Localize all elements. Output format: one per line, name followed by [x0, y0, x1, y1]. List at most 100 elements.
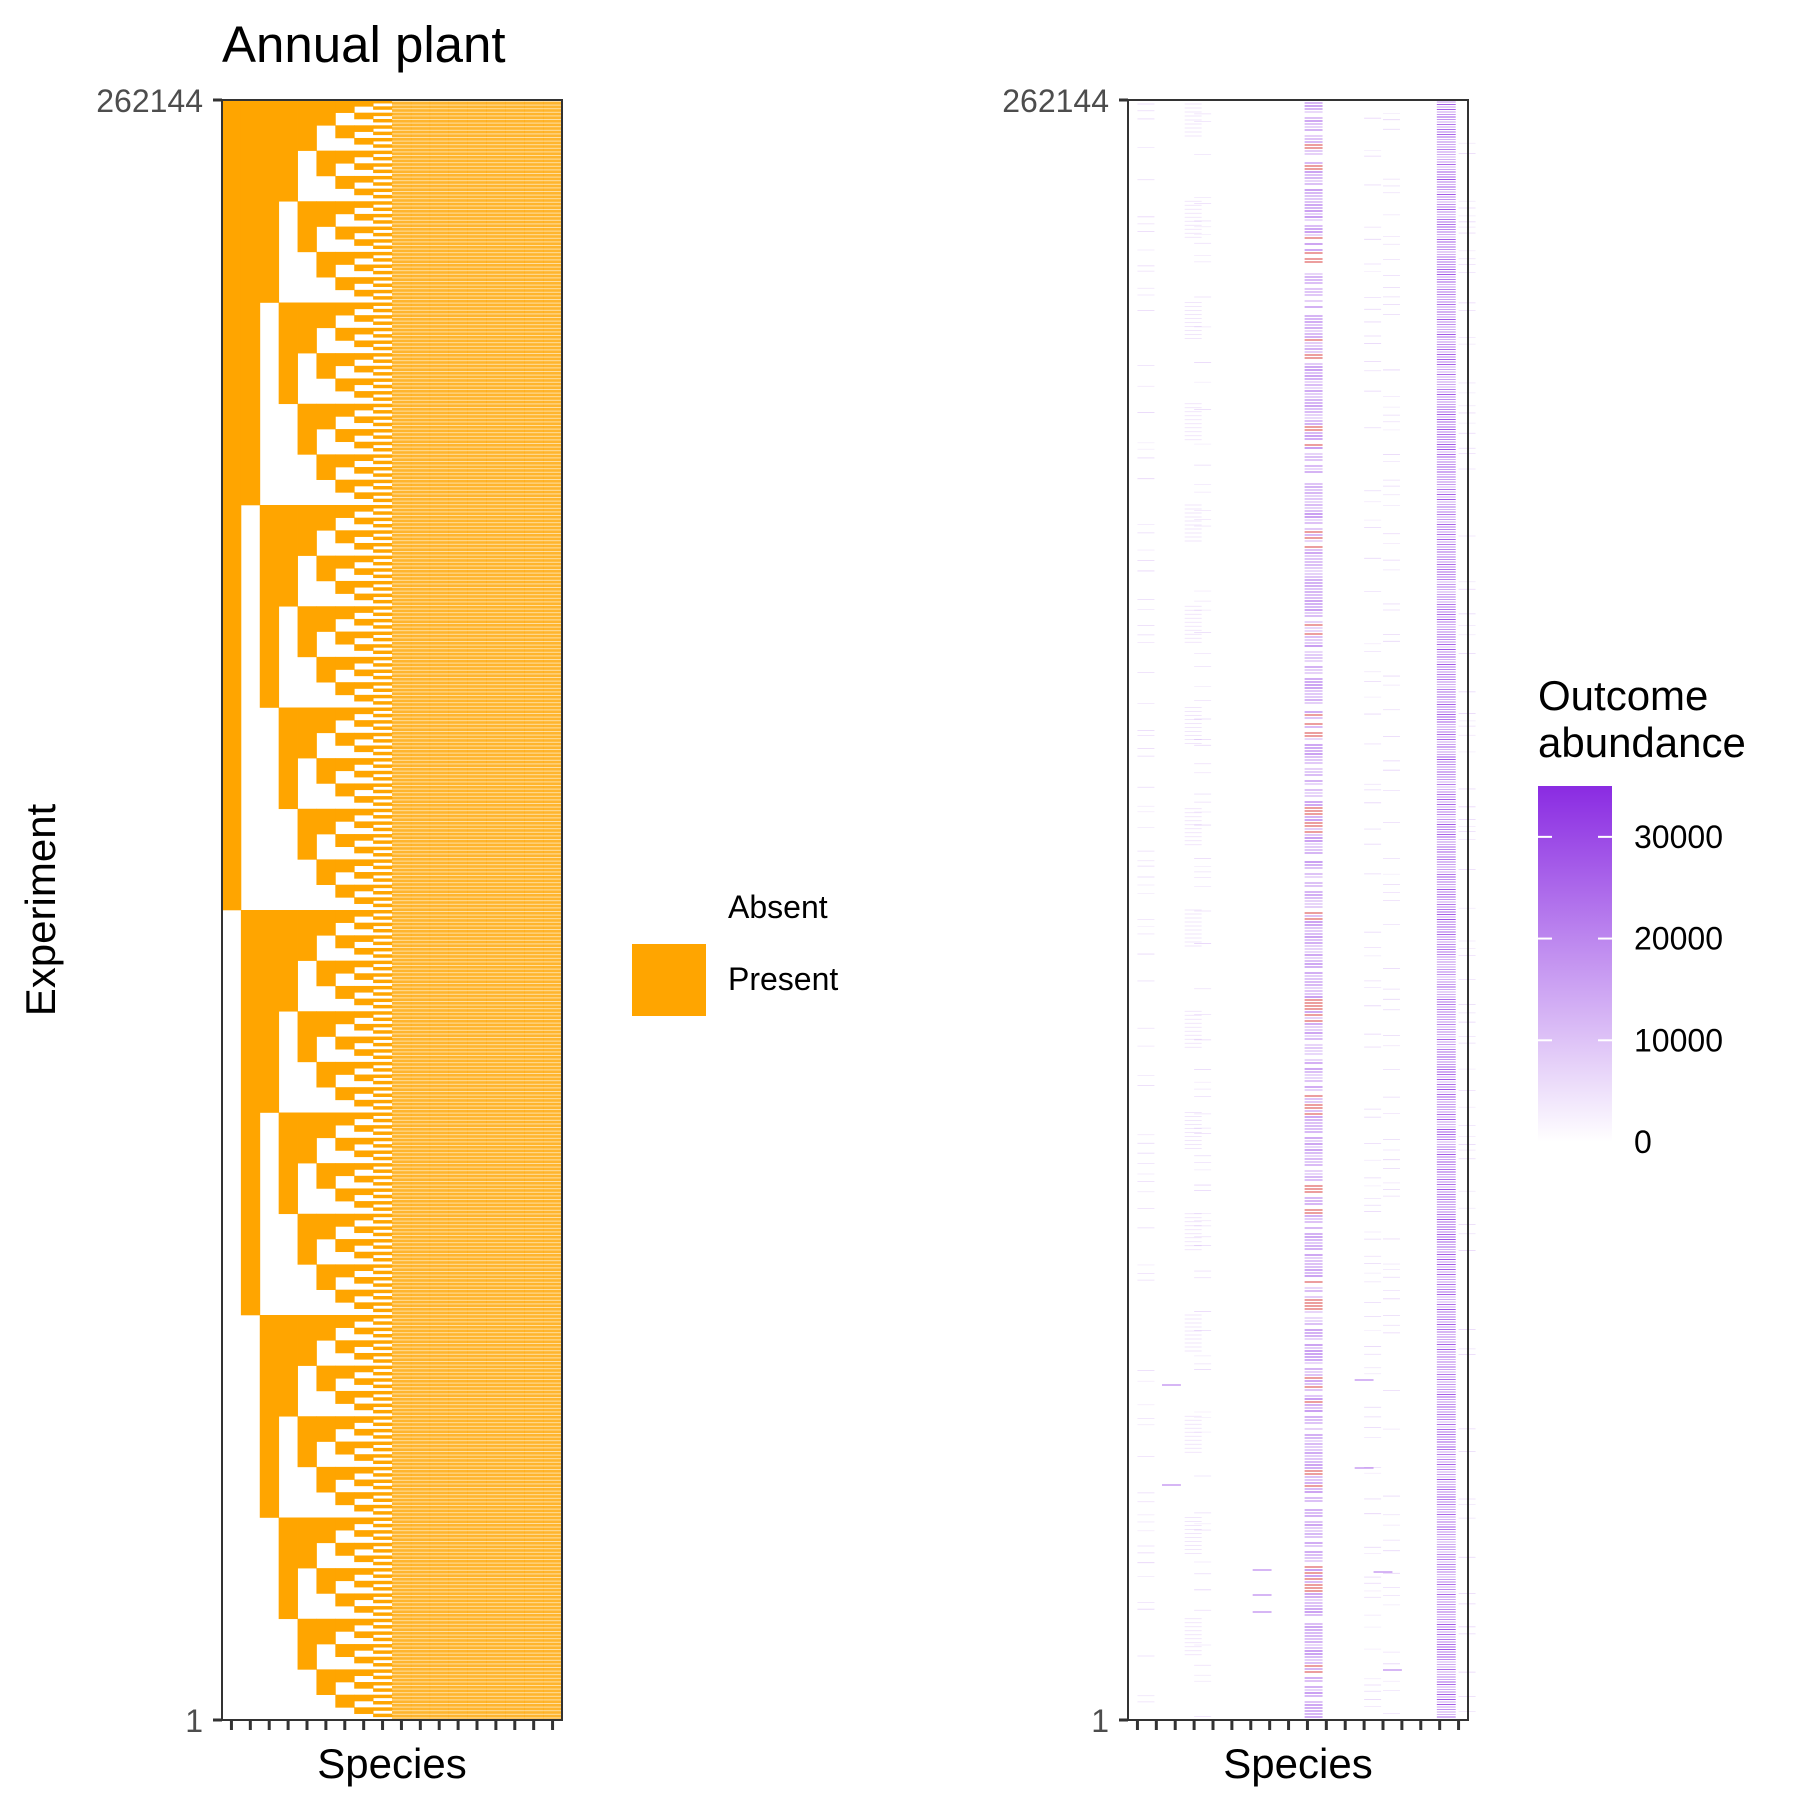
presence-gap-line: [543, 904, 562, 905]
presence-gap-line: [524, 389, 543, 390]
presence-gap-line: [430, 519, 449, 520]
presence-cell: [335, 1037, 354, 1050]
presence-gap-line: [449, 1077, 468, 1078]
presence-gap-line: [430, 936, 449, 937]
presence-gap-line: [430, 695, 449, 696]
presence-gap-line: [543, 717, 562, 718]
presence-gap-line: [486, 1566, 505, 1567]
presence-gap-line: [392, 677, 411, 678]
presence-cell: [354, 632, 373, 639]
presence-gap-line: [449, 634, 468, 635]
presence-gap-line: [486, 169, 505, 170]
presence-gap-line: [543, 1246, 562, 1247]
presence-gap-line: [505, 630, 524, 631]
presence-gap-line: [411, 1012, 430, 1013]
presence-gap-line: [486, 364, 505, 365]
presence-gap-line: [411, 789, 430, 790]
presence-gap-line: [543, 1195, 562, 1196]
presence-gap-line: [430, 1357, 449, 1358]
presence-gap-line: [430, 810, 449, 811]
presence-gap-line: [449, 522, 468, 523]
presence-gap-line: [524, 407, 543, 408]
presence-cell: [373, 1075, 392, 1078]
presence-gap-line: [543, 1548, 562, 1549]
presence-gap-line: [449, 1429, 468, 1430]
presence-gap-line: [449, 731, 468, 732]
presence-gap-line: [486, 1685, 505, 1686]
presence-gap-line: [449, 1116, 468, 1117]
presence-cell: [298, 201, 317, 252]
presence-gap-line: [430, 976, 449, 977]
presence-gap-line: [449, 558, 468, 559]
presence-cell: [316, 961, 335, 987]
presence-gap-line: [430, 1231, 449, 1232]
presence-gap-line: [392, 605, 411, 606]
presence-gap-line: [468, 915, 487, 916]
presence-gap-line: [505, 1228, 524, 1229]
presence-gap-line: [505, 1512, 524, 1513]
presence-gap-line: [524, 774, 543, 775]
presence-gap-line: [430, 238, 449, 239]
presence-gap-line: [392, 1080, 411, 1081]
presence-gap-line: [543, 724, 562, 725]
presence-gap-line: [411, 429, 430, 430]
presence-gap-line: [449, 562, 468, 563]
presence-gap-line: [449, 1638, 468, 1639]
presence-gap-line: [486, 1188, 505, 1189]
presence-gap-line: [524, 1015, 543, 1016]
presence-gap-line: [449, 1516, 468, 1517]
presence-gap-line: [411, 213, 430, 214]
presence-gap-line: [486, 1015, 505, 1016]
presence-gap-line: [543, 850, 562, 851]
presence-gap-line: [524, 1296, 543, 1297]
presence-gap-line: [505, 411, 524, 412]
presence-gap-line: [486, 1001, 505, 1002]
presence-gap-line: [411, 925, 430, 926]
presence-gap-line: [524, 911, 543, 912]
presence-cell: [354, 923, 373, 930]
presence-gap-line: [430, 209, 449, 210]
presence-gap-line: [486, 781, 505, 782]
presence-gap-line: [392, 1145, 411, 1146]
presence-gap-line: [411, 515, 430, 516]
presence-gap-line: [486, 1174, 505, 1175]
presence-cell: [373, 556, 392, 559]
presence-gap-line: [486, 1375, 505, 1376]
presence-gap-line: [543, 781, 562, 782]
presence-gap-line: [486, 756, 505, 757]
presence-gap-line: [430, 580, 449, 581]
presence-gap-line: [430, 1516, 449, 1517]
presence-gap-line: [486, 393, 505, 394]
presence-gap-line: [505, 119, 524, 120]
presence-gap-line: [449, 979, 468, 980]
presence-gap-line: [486, 1257, 505, 1258]
presence-gap-line: [430, 1487, 449, 1488]
presence-gap-line: [449, 706, 468, 707]
presence-gap-line: [468, 364, 487, 365]
presence-gap-line: [430, 1537, 449, 1538]
presence-gap-line: [543, 1469, 562, 1470]
presence-gap-line: [543, 436, 562, 437]
presence-gap-line: [486, 1203, 505, 1204]
presence-gap-line: [449, 1555, 468, 1556]
presence-gap-line: [449, 1303, 468, 1304]
presence-gap-line: [486, 141, 505, 142]
presence-gap-line: [505, 497, 524, 498]
presence-gap-line: [486, 112, 505, 113]
presence-gap-line: [392, 691, 411, 692]
presence-gap-line: [430, 972, 449, 973]
presence-gap-line: [468, 1455, 487, 1456]
presence-gap-line: [430, 213, 449, 214]
presence-cell: [373, 1454, 392, 1457]
presence-gap-line: [430, 1275, 449, 1276]
presence-gap-line: [392, 439, 411, 440]
presence-gap-line: [486, 1127, 505, 1128]
presence-gap-line: [392, 1527, 411, 1528]
presence-gap-line: [411, 144, 430, 145]
presence-heatmap: [222, 100, 562, 1720]
presence-gap-line: [468, 1044, 487, 1045]
presence-gap-line: [524, 1581, 543, 1582]
presence-gap-line: [411, 1336, 430, 1337]
presence-cell: [354, 1239, 373, 1246]
presence-cell: [373, 252, 392, 255]
